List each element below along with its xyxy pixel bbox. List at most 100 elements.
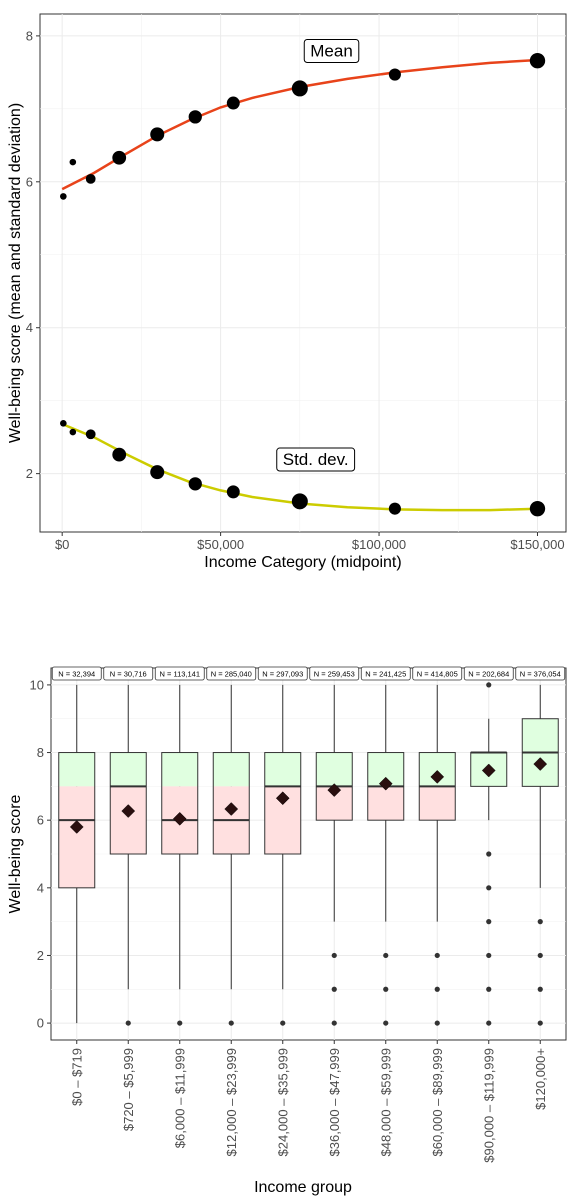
std-point [188, 477, 202, 491]
box-fill-low [367, 786, 404, 821]
outlier-point [177, 1020, 183, 1026]
n-label-box [154, 666, 205, 681]
x-tick-label: $150,000 [510, 537, 564, 552]
n-label: N = 297,093 [257, 666, 308, 681]
mean-marker [224, 802, 239, 816]
outlier-point [537, 919, 543, 925]
mean-point [226, 96, 240, 110]
mean-marker [430, 770, 445, 784]
mean-marker [327, 783, 342, 797]
n-labels: N = 32,394 N = 30,716 N = 113,141 N = 285,0… [51, 666, 566, 681]
box-outline [161, 752, 199, 855]
outlier-point [486, 952, 492, 959]
outlier-point [280, 1020, 286, 1026]
y-tick-label: 6 [37, 813, 44, 828]
top-x-axis-title: Income Category (midpoint) [204, 554, 401, 571]
bottom-y-ticks: 0 2 4 6 8 10 [30, 677, 51, 1031]
box-group [58, 684, 96, 1024]
box-group [161, 684, 199, 1026]
n-label-text: N = 30,716 [110, 670, 147, 679]
n-label: N = 32,394 [51, 666, 102, 681]
n-label-text: N = 202,684 [468, 670, 509, 679]
x-tick-label: $36,000 – $47,999 [327, 1048, 342, 1156]
n-label-text: N = 297,093 [262, 670, 303, 679]
outlier-point [331, 952, 337, 959]
box-fill-high [58, 752, 95, 787]
box-outline [264, 752, 302, 855]
mean-marker [121, 804, 136, 818]
n-label: N = 259,453 [309, 666, 360, 681]
n-label-text: N = 376,054 [520, 670, 561, 679]
n-label: N = 241,425 [360, 666, 411, 681]
bottom-y-axis-title: Well-being score [7, 794, 24, 913]
y-tick-label: 10 [30, 677, 44, 692]
x-tick-label: $24,000 – $35,999 [275, 1048, 290, 1156]
box-group [212, 684, 250, 1026]
n-label-box [51, 666, 102, 681]
bottom-x-axis-title: Income group [254, 1179, 352, 1196]
mean-point [291, 80, 308, 97]
mean-point [150, 127, 165, 142]
annotation-box [303, 38, 360, 63]
y-tick-label: 2 [37, 948, 44, 963]
y-tick-label: 6 [26, 174, 33, 189]
x-tick-label: $90,000 – $119,999 [481, 1048, 496, 1163]
plot-panel-top [39, 13, 567, 533]
boxplot: N = 32,394 N = 30,716 N = 113,141 N = 285,0… [7, 666, 567, 1196]
top-points [60, 53, 546, 517]
box-fill-high [316, 752, 353, 787]
y-tick-label: 4 [26, 320, 33, 335]
outlier-point [486, 986, 492, 992]
std-point [529, 500, 546, 517]
box-outline [212, 752, 250, 855]
n-label-text: N = 414,805 [417, 670, 458, 679]
box-fill-low [110, 786, 147, 854]
outlier-point [331, 1020, 337, 1026]
box-outline [109, 752, 147, 855]
box-fill-high [264, 752, 301, 787]
outlier-point [434, 986, 440, 992]
x-tick-label: $120,000+ [533, 1048, 548, 1110]
outlier-point [228, 1020, 234, 1026]
box-group [470, 682, 508, 1026]
mean-point [69, 158, 77, 166]
top-x-ticks: $0 $50,000 $100,000 $150,000 [55, 532, 565, 552]
n-label-text: N = 285,040 [211, 670, 252, 679]
x-tick-label: $0 – $719 [69, 1048, 84, 1106]
box-fill-low [419, 786, 456, 821]
outlier-point [486, 682, 492, 688]
annotation-text: Mean [310, 41, 353, 60]
n-label: N = 202,684 [463, 666, 514, 681]
mean-marker [275, 791, 290, 806]
outlier-point [125, 1020, 131, 1026]
annotation-box [276, 447, 356, 472]
box-fill-high [213, 752, 250, 787]
box-group [367, 684, 405, 1026]
outlier-point [331, 986, 337, 992]
std-point [388, 502, 401, 515]
outlier-point [486, 885, 492, 891]
box-group [521, 684, 559, 1026]
box-fill-high [110, 752, 147, 787]
mean-marker [533, 757, 548, 771]
n-label-box [103, 666, 154, 681]
mean-marker [69, 820, 84, 834]
std-point [69, 428, 77, 436]
x-tick-label: $50,000 [197, 537, 244, 552]
n-label-text: N = 241,425 [365, 670, 406, 679]
box-group [264, 684, 302, 1026]
mean-point [529, 53, 546, 69]
top-annotations: Mean Std. dev. [276, 38, 360, 472]
outlier-point [434, 952, 440, 959]
n-label-text: N = 259,453 [314, 670, 355, 679]
y-tick-label: 0 [37, 1016, 44, 1031]
n-label: N = 113,141 [154, 666, 205, 681]
mean-point [188, 110, 202, 124]
box-group [315, 684, 353, 1026]
x-tick-label: $6,000 – $11,999 [172, 1048, 187, 1148]
outlier-point [486, 919, 492, 925]
outlier-point [383, 986, 389, 992]
n-label-text: N = 32,394 [58, 670, 95, 679]
mean-point [388, 68, 401, 81]
x-tick-label: $720 – $5,999 [121, 1048, 136, 1131]
